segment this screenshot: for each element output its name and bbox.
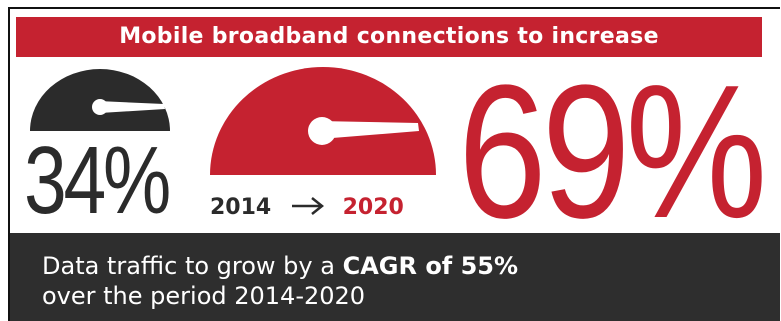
- stat-2014-percent: 34%: [24, 127, 171, 234]
- headline: Mobile broadband connections to increase: [119, 24, 659, 49]
- footer-line-1: Data traffic to grow by a CAGR of 55%: [42, 251, 518, 281]
- stat-2020-percent: 69%: [458, 46, 767, 258]
- year-range: 2014 2020: [210, 193, 404, 223]
- headline-banner: Mobile broadband connections to increase: [16, 17, 762, 57]
- speedometer-icon-small: [30, 69, 170, 131]
- footer-banner: Data traffic to grow by a CAGR of 55% ov…: [10, 233, 780, 321]
- footer-text: Data traffic to grow by a CAGR of 55% ov…: [42, 251, 518, 311]
- arrow-right-icon: [291, 197, 324, 215]
- year-from: 2014: [210, 195, 272, 220]
- year-to: 2020: [342, 195, 404, 220]
- speedometer-icon-large: [210, 67, 436, 175]
- footer-cagr: CAGR of 55%: [342, 252, 519, 280]
- footer-line-2: over the period 2014-2020: [42, 282, 366, 310]
- footer-line-1-prefix: Data traffic to grow by a: [42, 252, 343, 280]
- infographic: Mobile broadband connections to increase…: [8, 7, 780, 321]
